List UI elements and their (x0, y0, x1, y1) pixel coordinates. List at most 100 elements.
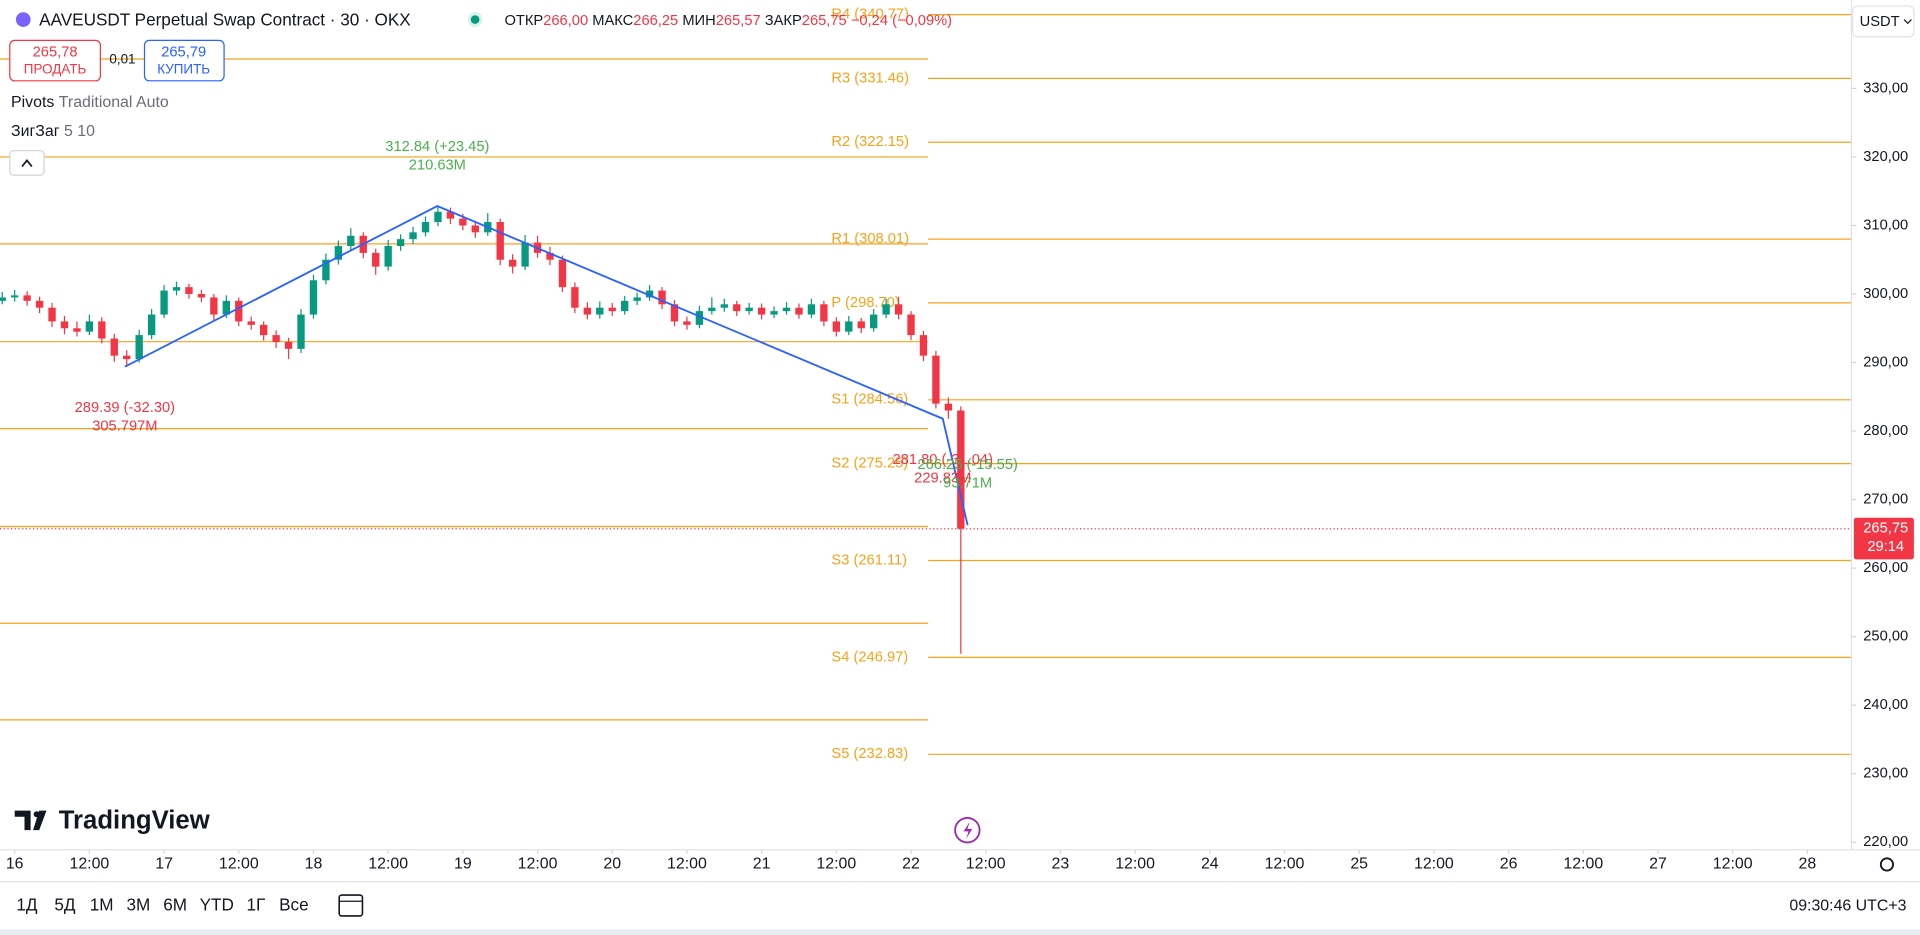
ohlc-change: −0,24 (−0,09%) (851, 13, 952, 29)
indicator-name: Pivots (11, 94, 54, 111)
calendar-icon[interactable] (338, 894, 364, 917)
x-tick-label: 12:00 (368, 856, 408, 873)
indicator[interactable]: Pivots Traditional Auto (11, 94, 169, 111)
x-tick-label: 12:00 (518, 856, 558, 873)
ohlc-label: МИН (682, 13, 715, 29)
candle-body (172, 287, 181, 291)
x-tick-label: 25 (1350, 856, 1368, 873)
candle-body (197, 293, 206, 298)
candle-body (496, 222, 504, 260)
indicator[interactable]: ЗигЗаг 5 10 (11, 123, 95, 140)
candle-body (85, 321, 94, 332)
candle-body (446, 211, 455, 219)
candle-body (870, 314, 878, 329)
candle-body (795, 307, 803, 315)
pivot-label: R4 (340.77) (831, 6, 909, 22)
candle-body (222, 300, 230, 315)
x-tick-label: 16 (6, 856, 24, 873)
candle-body (185, 287, 193, 294)
zigzag-label: 312.84 (+23.45) (385, 139, 489, 155)
candle-body (284, 341, 293, 349)
settings-icon[interactable] (1879, 857, 1894, 872)
candle-body (919, 335, 928, 356)
ohlc-label: МАКС (592, 13, 633, 29)
x-tick-label: 12:00 (1713, 856, 1753, 873)
range-button[interactable]: 3М (126, 895, 150, 915)
candle-body (894, 304, 903, 315)
y-tick-label: 300,00 (1863, 286, 1908, 302)
x-tick-label: 22 (902, 856, 920, 873)
currency-select[interactable] (1852, 5, 1915, 38)
y-tick-label: 310,00 (1863, 217, 1908, 233)
candle-body (932, 355, 940, 404)
candle-body (907, 314, 915, 336)
x-tick-label: 12:00 (69, 856, 109, 873)
sell-label: ПРОДАТЬ (24, 61, 87, 76)
candle-body (608, 307, 616, 312)
candle-body (807, 304, 816, 315)
pivot-label: R2 (322.15) (831, 134, 909, 150)
y-tick-label: 230,00 (1863, 766, 1908, 782)
collapse-icon (21, 159, 33, 168)
zigzag-volume: 210.63M (409, 157, 466, 173)
candle-body (297, 314, 305, 349)
buy-price: 265,79 (161, 45, 206, 61)
clock: 09:30:46 UTC+3 (1789, 897, 1906, 914)
candle-body (832, 321, 841, 332)
candle-body (421, 222, 430, 233)
candle-body (471, 225, 479, 233)
candle-body (596, 307, 604, 315)
range-button[interactable]: 5Д (54, 895, 76, 915)
y-tick-label: 330,00 (1863, 80, 1908, 96)
collapse-button[interactable] (9, 149, 45, 176)
candle-body (944, 403, 953, 411)
y-tick-label: 240,00 (1863, 697, 1908, 713)
candle-body (372, 252, 380, 267)
candle-body (98, 321, 106, 339)
candle-body (645, 290, 654, 298)
candle-body (658, 290, 666, 305)
candle-body (845, 321, 853, 332)
range-button[interactable]: 1Г (247, 895, 266, 915)
pivot-label: S3 (261.11) (831, 552, 907, 568)
range-button[interactable]: Все (279, 895, 309, 915)
candle-body (558, 259, 567, 288)
bottom-bar (0, 929, 1920, 935)
y-tick-label: 220,00 (1863, 834, 1908, 850)
range-button[interactable]: YTD (200, 895, 234, 915)
candle-body (247, 321, 255, 325)
candle-body (48, 307, 56, 322)
zigzag-label: 289.39 (-32.30) (75, 400, 175, 416)
candle-body (272, 335, 280, 342)
pivot-label: R1 (308.01) (831, 231, 909, 247)
candle-body (621, 300, 629, 312)
currency: USDT (1860, 14, 1900, 30)
sell-button[interactable] (9, 39, 102, 82)
candle-body (957, 410, 965, 529)
range-button[interactable]: 6М (163, 895, 187, 915)
ohlc-label: ОТКР (504, 13, 543, 29)
candle-body (782, 307, 791, 312)
zigzag-volume: 229.83M (914, 471, 971, 487)
x-tick-label: 17 (155, 856, 173, 873)
candle-body (820, 304, 828, 322)
x-tick-label: 20 (603, 856, 621, 873)
price-tag-countdown: 29:14 (1867, 539, 1904, 555)
candle-body (695, 311, 704, 325)
spread: 0,01 (109, 52, 135, 67)
buy-button[interactable] (143, 39, 225, 82)
logo[interactable]: TradingView (14, 806, 211, 834)
symbol-icon (15, 12, 31, 27)
x-tick-label: 12:00 (667, 856, 707, 873)
x-tick-label: 26 (1500, 856, 1518, 873)
dropdown-icon (1903, 19, 1912, 25)
symbol-title[interactable]: AAVEUSDT Perpetual Swap Contract · 30 · … (39, 9, 411, 29)
candle-body (235, 300, 243, 322)
candle-body (546, 252, 554, 260)
x-tick-label: 12:00 (1563, 856, 1603, 873)
candle-body (857, 321, 865, 329)
x-tick-label: 12:00 (816, 856, 856, 873)
logo-dot (33, 811, 40, 818)
range-button[interactable]: 1М (90, 895, 114, 915)
range-button[interactable]: 1Д (16, 895, 38, 915)
